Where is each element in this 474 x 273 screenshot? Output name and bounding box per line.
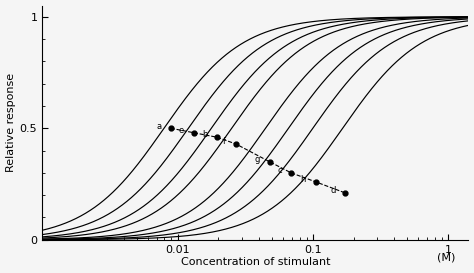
Text: c: c — [277, 166, 282, 175]
Text: g: g — [255, 155, 260, 164]
Text: h: h — [301, 175, 306, 184]
Text: d: d — [330, 186, 336, 195]
Text: f: f — [223, 137, 226, 146]
Text: e: e — [179, 126, 184, 135]
Text: a: a — [156, 121, 161, 130]
Y-axis label: Relative response: Relative response — [6, 73, 16, 172]
X-axis label: Concentration of stimulant: Concentration of stimulant — [181, 257, 330, 268]
Text: b: b — [202, 130, 207, 140]
Text: (M): (M) — [437, 252, 455, 262]
